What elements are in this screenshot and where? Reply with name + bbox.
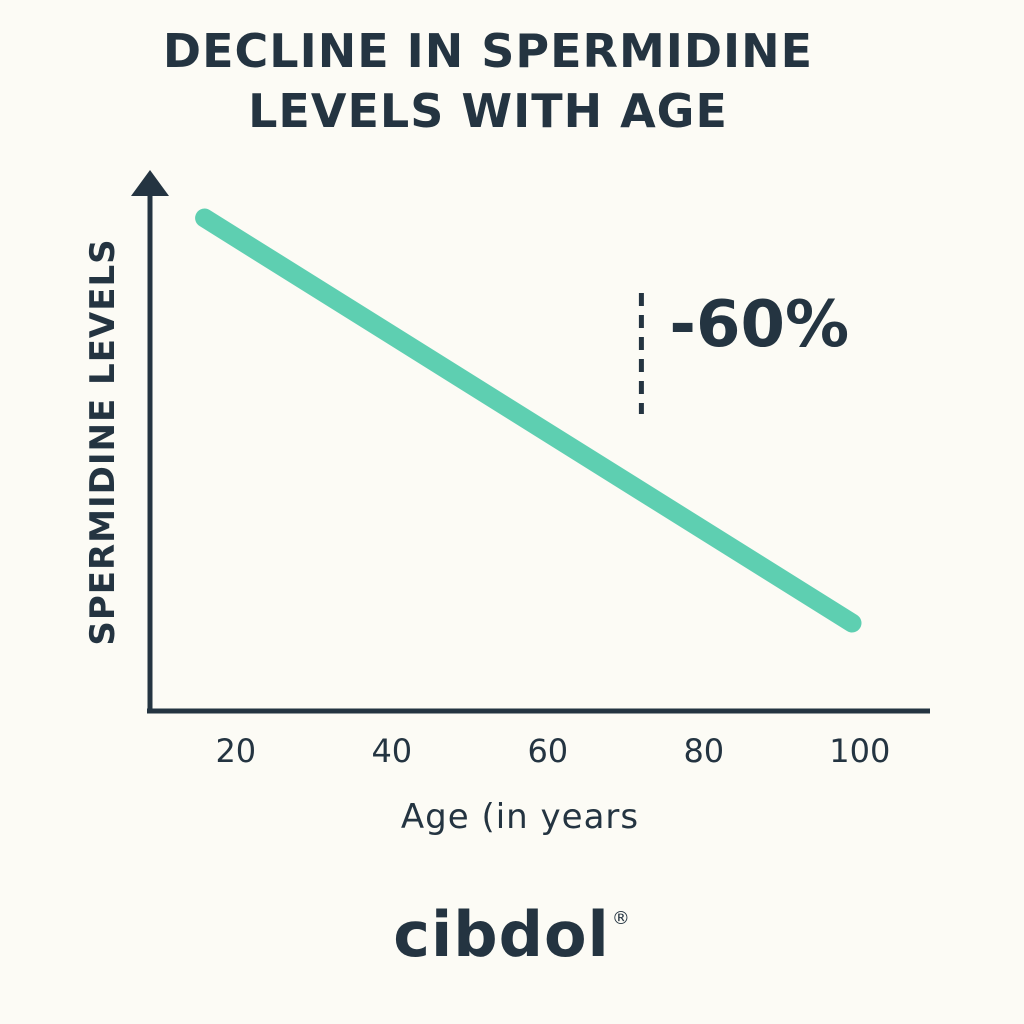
series-layer <box>195 208 862 633</box>
x-tick-label-100: 100 <box>829 732 890 770</box>
chart-title-line-2: LEVELS WITH AGE <box>248 84 728 138</box>
annotation-label: -60% <box>669 288 849 362</box>
x-axis-label: Age (in years <box>401 797 639 837</box>
x-tick-label-80: 80 <box>683 732 724 770</box>
x-tick-label-60: 60 <box>527 732 568 770</box>
chart-title-line-1: DECLINE IN SPERMIDINE <box>162 24 814 78</box>
series-line-1 <box>195 208 862 633</box>
y-axis-arrowhead <box>131 170 169 196</box>
logo-wordmark: cibdol <box>393 898 610 971</box>
annotation-layer: -60% <box>638 288 849 414</box>
x-tick-labels: 20 40 60 80 100 <box>215 732 890 770</box>
x-tick-label-40: 40 <box>371 732 412 770</box>
cibdol-logo: cibdol ® <box>0 898 1024 971</box>
x-tick-label-20: 20 <box>215 732 256 770</box>
chart-axes <box>131 170 930 714</box>
y-axis-label: SPERMIDINE LEVELS <box>83 238 123 645</box>
registered-trademark-symbol: ® <box>611 908 631 929</box>
